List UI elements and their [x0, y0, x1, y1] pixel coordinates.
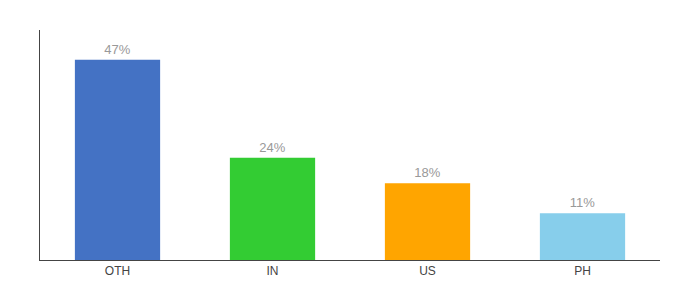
svg-text:24%: 24%: [259, 140, 285, 155]
svg-text:IN: IN: [267, 264, 279, 278]
svg-text:18%: 18%: [414, 165, 440, 180]
svg-text:US: US: [419, 264, 436, 278]
svg-text:OTH: OTH: [105, 264, 130, 278]
svg-text:47%: 47%: [104, 42, 130, 57]
svg-text:PH: PH: [574, 264, 591, 278]
svg-text:11%: 11%: [570, 195, 595, 210]
